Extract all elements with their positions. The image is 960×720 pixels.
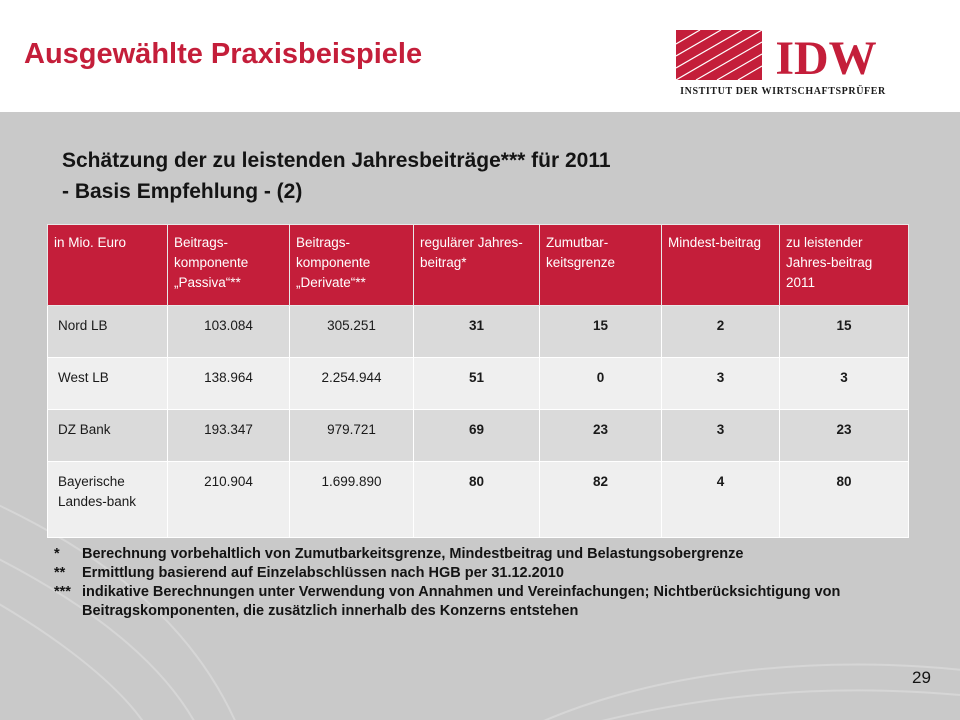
table-cell: 15 (779, 305, 909, 358)
table-cell: 979.721 (289, 409, 414, 462)
footnote-marker: *** (54, 584, 71, 600)
table-cell: 69 (413, 409, 540, 462)
table-cell: 80 (413, 461, 540, 538)
table-cell: 15 (539, 305, 662, 358)
table-cell: 305.251 (289, 305, 414, 358)
table-cell: 3 (661, 357, 780, 410)
table-cell: 3 (779, 357, 909, 410)
table-cell: 0 (539, 357, 662, 410)
table-cell: 80 (779, 461, 909, 538)
column-header: Mindest-beitrag (661, 224, 780, 306)
footnotes: * Berechnung vorbehaltlich von Zumutbark… (54, 545, 944, 621)
background-curves (0, 504, 960, 720)
table-cell: 82 (539, 461, 662, 538)
contribution-table: in Mio. Euro Beitrags-komponente „Passiv… (47, 224, 909, 538)
footnote-text: Ermittlung basierend auf Einzelabschlüss… (82, 565, 564, 581)
table-row: West LB 138.964 2.254.944 51 0 3 3 (47, 357, 909, 410)
table-cell: Nord LB (47, 305, 168, 358)
table-row: Bayerische Landes-bank 210.904 1.699.890… (47, 461, 909, 538)
heading-line-2: - Basis Empfehlung - (2) (62, 180, 303, 203)
slide-header: Ausgewählte Praxisbeispiele IDW INSTITUT… (0, 0, 960, 112)
column-header: in Mio. Euro (47, 224, 168, 306)
footnote-text: Berechnung vorbehaltlich von Zumutbarkei… (82, 546, 744, 562)
table-cell: 23 (539, 409, 662, 462)
table-cell: 2 (661, 305, 780, 358)
table-cell: 138.964 (167, 357, 290, 410)
table-cell: Bayerische Landes-bank (47, 461, 168, 538)
idw-logo-mark (676, 30, 763, 81)
table-cell: 193.347 (167, 409, 290, 462)
table-header-row: in Mio. Euro Beitrags-komponente „Passiv… (47, 224, 909, 306)
slide-title: Ausgewählte Praxisbeispiele (24, 38, 423, 70)
page-number: 29 (912, 668, 931, 687)
footnote-text: indikative Berechnungen unter Verwendung… (82, 584, 841, 619)
table-cell: West LB (47, 357, 168, 410)
column-header: Beitrags-komponente „Passiva“** (167, 224, 290, 306)
footnote: * Berechnung vorbehaltlich von Zumutbark… (54, 545, 944, 564)
footnote-marker: ** (54, 565, 66, 581)
idw-logo-text: IDW (775, 32, 876, 85)
table-cell: 210.904 (167, 461, 290, 538)
table-cell: 31 (413, 305, 540, 358)
footnote: *** indikative Berechnungen unter Verwen… (54, 583, 944, 621)
heading-line-1: Schätzung der zu leistenden Jahresbeiträ… (62, 149, 611, 172)
table-cell: 103.084 (167, 305, 290, 358)
slide-heading: Schätzung der zu leistenden Jahresbeiträ… (62, 145, 611, 207)
table-row: Nord LB 103.084 305.251 31 15 2 15 (47, 305, 909, 358)
idw-logo-tagline: INSTITUT DER WIRTSCHAFTSPRÜFER (680, 84, 886, 97)
column-header: zu leistender Jahres-beitrag 2011 (779, 224, 909, 306)
table-cell: 51 (413, 357, 540, 410)
column-header: Beitrags-komponente „Derivate“** (289, 224, 414, 306)
column-header: regulärer Jahres-beitrag* (413, 224, 540, 306)
table-cell: 23 (779, 409, 909, 462)
table-row: DZ Bank 193.347 979.721 69 23 3 23 (47, 409, 909, 462)
table-cell: 2.254.944 (289, 357, 414, 410)
footnote: ** Ermittlung basierend auf Einzelabschl… (54, 564, 944, 583)
footnote-marker: * (54, 546, 60, 562)
column-header: Zumutbar-keitsgrenze (539, 224, 662, 306)
table-cell: 1.699.890 (289, 461, 414, 538)
table-cell: 3 (661, 409, 780, 462)
idw-logo: IDW INSTITUT DER WIRTSCHAFTSPRÜFER (676, 30, 890, 98)
table-cell: DZ Bank (47, 409, 168, 462)
table-cell: 4 (661, 461, 780, 538)
